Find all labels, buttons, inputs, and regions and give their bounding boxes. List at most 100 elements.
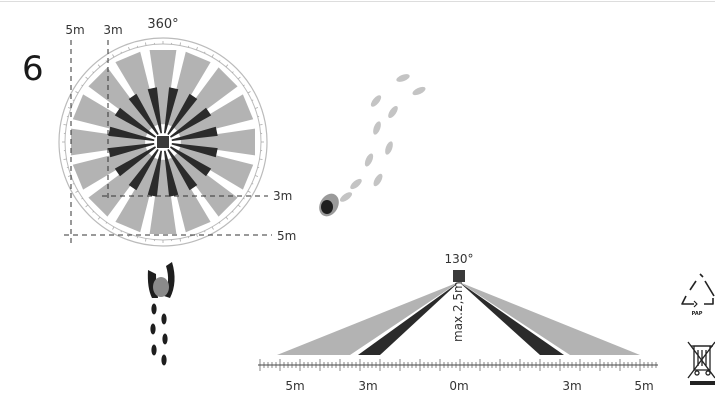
ring-tick: [237, 204, 241, 208]
ring-tick: [145, 238, 147, 242]
ring-tick: [145, 42, 147, 46]
dark-detection-zone: [164, 150, 179, 197]
dark-detection-zone: [170, 146, 212, 177]
ring-tick: [204, 230, 206, 233]
ring-tick: [251, 99, 254, 101]
ring-tick: [63, 158, 67, 160]
scale-label-0m: 0m: [449, 379, 468, 393]
ring-tick: [259, 124, 263, 126]
dark-detection-zone: [167, 93, 198, 135]
ring-tick: [196, 46, 198, 51]
dark-detection-zone: [108, 143, 155, 158]
ring-tick: [120, 51, 122, 54]
light-detection-zone: [173, 67, 238, 132]
ring-tick: [259, 158, 263, 160]
dist-3m-side-label: 3m: [273, 189, 292, 203]
dark-detection-zone: [114, 107, 156, 138]
ring-tick: [112, 226, 115, 230]
ring-tick: [85, 76, 89, 80]
ring-tick: [251, 183, 254, 185]
scale-label-5m-left: 5m: [285, 379, 304, 393]
light-detection-zone: [173, 152, 238, 217]
ring-tick: [85, 204, 89, 208]
ring-tick: [67, 175, 72, 177]
light-beams: [71, 50, 255, 234]
light-detection-zone: [88, 152, 153, 217]
ring-tick: [67, 107, 72, 109]
footprints-vertical: [150, 303, 168, 366]
ring-tick: [232, 71, 234, 73]
dark-detection-zone: [108, 126, 155, 141]
ring-tick: [179, 42, 181, 46]
ring-tick: [75, 91, 79, 94]
dark-detection-zone: [114, 146, 156, 177]
footprints-diagonal: [339, 74, 426, 202]
light-detection-zone: [167, 51, 211, 127]
dark-detection-zone: [164, 87, 179, 134]
side-sensor-square: [453, 270, 465, 282]
side-beam-outer-left: [277, 282, 459, 355]
outer-ring: [58, 37, 268, 247]
light-detection-zone: [178, 94, 254, 138]
light-detection-zone: [180, 128, 255, 156]
dist-5m-side-label: 5m: [277, 229, 296, 243]
light-detection-zone: [178, 146, 254, 190]
ring-tick: [243, 84, 245, 87]
angle-360-label: 360°: [147, 17, 178, 32]
walking-person-diagonal: [319, 74, 426, 217]
ring-tick: [232, 211, 234, 213]
dark-detection-zone: [171, 143, 218, 158]
top-view-diagram: 360° 5m 3m 3m 5m: [58, 17, 296, 247]
ring-tick: [225, 216, 229, 220]
ring-tick: [97, 216, 101, 220]
ring-ticks: [62, 41, 264, 243]
light-detection-zone: [115, 51, 159, 127]
ring-tick: [254, 107, 259, 109]
ring-tick: [247, 190, 251, 193]
ring-tick: [81, 197, 83, 200]
light-detection-zone: [149, 159, 177, 234]
ring-tick: [120, 230, 122, 233]
ring-tick: [225, 64, 229, 68]
light-detection-zone: [115, 157, 159, 233]
dark-detection-zone: [128, 149, 159, 191]
height-max-label: max.2,5m: [451, 281, 465, 342]
dark-detection-zone: [128, 93, 159, 135]
light-detection-zone: [149, 50, 177, 125]
dark-detection-zone: [167, 149, 198, 191]
ring-tick: [105, 60, 108, 62]
scale-label-3m-left: 3m: [358, 379, 377, 393]
side-beam-inner-left: [358, 282, 459, 355]
side-view-diagram: 130° max.2,5m 5m 3m 0m 3m 5m: [258, 252, 658, 393]
crossed-bin-icon: [687, 341, 715, 385]
light-detection-zone: [167, 157, 211, 233]
dark-detection-zone: [147, 150, 162, 197]
ring-tick: [63, 124, 67, 126]
ring-tick: [81, 84, 83, 87]
ground-scale-ticks: [259, 359, 657, 371]
light-detection-zone: [88, 67, 153, 132]
light-detection-zone: [72, 146, 148, 190]
ring-tick: [204, 51, 206, 54]
ring-tick: [179, 238, 181, 242]
ring-tick: [247, 91, 251, 94]
ring-tick: [72, 99, 75, 101]
ring-tick: [128, 46, 130, 51]
side-beam-inner-right: [459, 282, 564, 355]
ring-tick: [75, 190, 79, 193]
person-head-diagonal: [321, 200, 333, 214]
dark-detection-zone: [171, 126, 218, 141]
ring-tick: [211, 226, 214, 230]
dark-detection-zone: [170, 107, 212, 138]
dist-5m-top-label: 5m: [65, 23, 84, 37]
ring-tick: [196, 233, 198, 238]
dist-3m-top-label: 3m: [103, 23, 122, 37]
ring-tick: [237, 76, 241, 80]
ring-tick: [211, 54, 214, 58]
recycle-icon: PAP: [681, 273, 715, 317]
person-head-vertical: [153, 277, 169, 297]
ring-tick: [92, 71, 94, 73]
dark-beams: [108, 87, 218, 197]
scale-label-3m-right: 3m: [562, 379, 581, 393]
